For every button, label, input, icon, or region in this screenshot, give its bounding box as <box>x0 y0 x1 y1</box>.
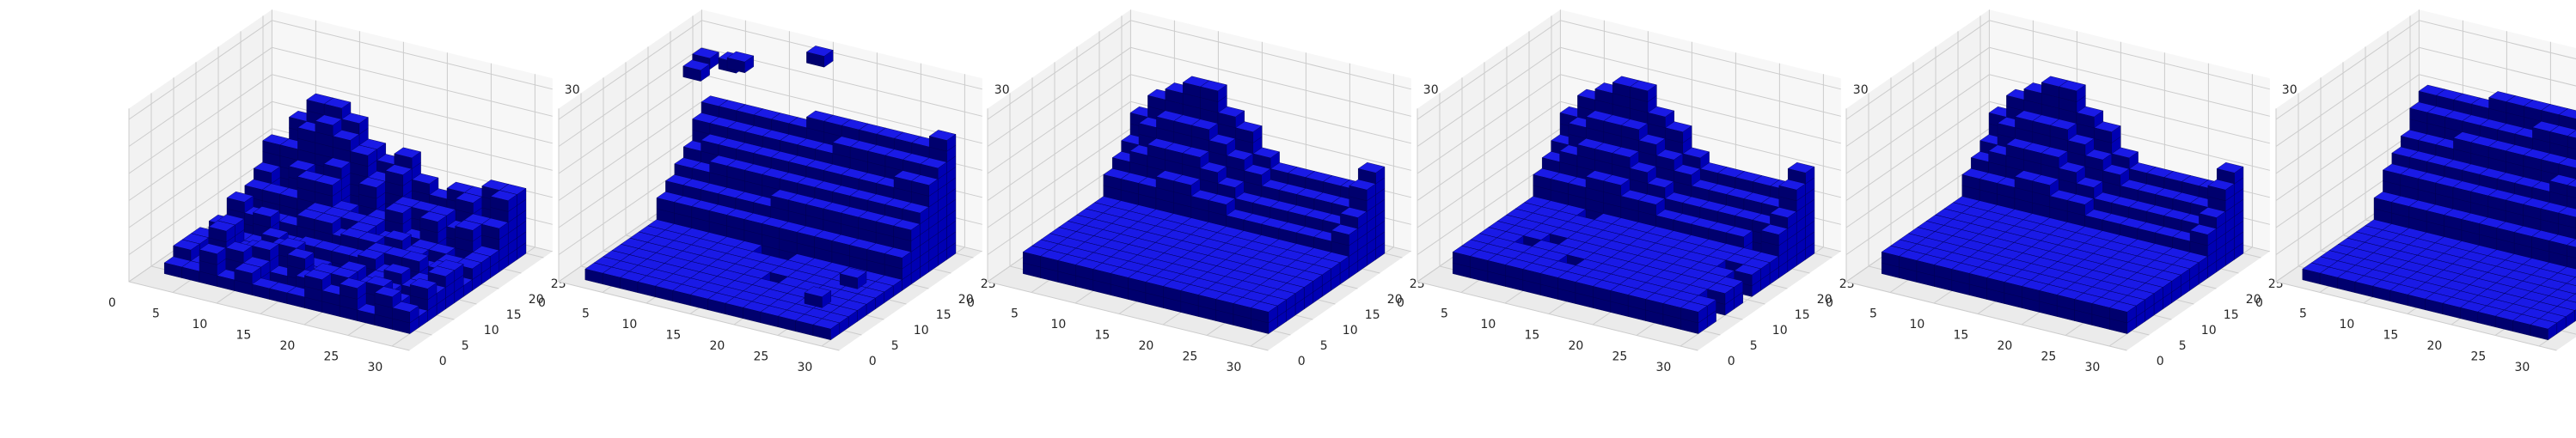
x-tick-label: 20 <box>709 339 725 353</box>
voxel <box>384 202 412 225</box>
y-tick-label: 20 <box>529 293 544 307</box>
x-tick-label: 5 <box>152 307 160 320</box>
voxel <box>341 113 369 135</box>
gridline-z <box>558 46 982 147</box>
voxel <box>226 191 254 214</box>
gridline-z <box>128 100 553 201</box>
voxel <box>374 286 401 308</box>
voxel <box>410 278 437 301</box>
voxel <box>315 114 342 137</box>
z-tick-label: 30 <box>565 83 580 97</box>
pane-left <box>129 9 272 282</box>
voxel <box>199 243 226 265</box>
voxel <box>287 248 315 271</box>
x-tick-label: 15 <box>236 328 251 342</box>
voxel-side-face <box>823 50 833 68</box>
voxel <box>252 240 279 262</box>
voxel-side-face <box>472 224 482 242</box>
voxel <box>805 46 833 68</box>
x-tick-label: 5 <box>581 307 589 320</box>
voxel <box>340 277 367 300</box>
x-tick-label: 0 <box>537 296 545 310</box>
voxel <box>324 97 352 120</box>
voxel-side-face <box>473 196 482 215</box>
x-tick-label: 25 <box>753 350 768 363</box>
gridline-z <box>558 20 982 120</box>
voxel <box>358 248 385 271</box>
voxel-group <box>584 46 956 340</box>
gridline-z <box>128 20 553 120</box>
x-tick-label: 30 <box>797 361 812 374</box>
gridline-z <box>128 46 553 147</box>
voxel <box>315 174 342 197</box>
voxel <box>385 164 413 186</box>
voxel-side-face <box>269 244 279 262</box>
y-tick-label: 0 <box>439 355 447 368</box>
voxel <box>490 190 517 212</box>
x-tick-label: 25 <box>323 350 339 363</box>
voxel-side-face <box>499 222 509 240</box>
voxel-side-face <box>217 247 226 265</box>
voxel-side-face <box>402 168 413 186</box>
voxel <box>358 177 386 199</box>
voxel <box>481 217 509 240</box>
voxel-side-face <box>358 117 369 135</box>
voxel-side-face <box>445 270 455 288</box>
voxel-side-face <box>427 283 437 301</box>
voxel-side-face <box>226 224 236 242</box>
pane-left <box>558 9 701 282</box>
voxel <box>455 220 482 242</box>
voxel <box>225 241 253 264</box>
x-tick-label: 20 <box>279 339 295 353</box>
x-tick-label: 30 <box>367 361 382 374</box>
voxel-side-face <box>332 179 342 197</box>
x-tick-label: 10 <box>621 318 637 332</box>
voxel <box>383 263 411 285</box>
voxel <box>412 173 439 196</box>
voxel-side-face <box>271 166 281 185</box>
voxel-side-face <box>402 206 412 225</box>
voxel-side-face <box>472 262 482 280</box>
voxel <box>419 210 447 234</box>
voxel-side-face <box>419 255 429 273</box>
voxel-group <box>163 93 527 334</box>
voxel-side-face <box>357 282 367 300</box>
voxel-side-face <box>376 181 386 199</box>
voxel <box>394 147 421 169</box>
voxel-side-face <box>270 210 280 228</box>
y-tick-label: 5 <box>462 339 469 353</box>
voxel <box>323 157 351 179</box>
voxel-side-face <box>412 151 421 169</box>
gridline-z <box>128 74 553 174</box>
voxel-side-face <box>304 252 315 271</box>
voxel-side-face <box>508 194 517 212</box>
voxel <box>333 130 360 152</box>
voxel-side-face <box>367 149 377 167</box>
voxel <box>304 269 332 291</box>
x-tick-label: 15 <box>665 328 681 342</box>
voxel <box>208 220 236 242</box>
voxel <box>234 263 261 285</box>
voxel <box>392 301 419 324</box>
gridline-z <box>128 128 553 228</box>
x-tick-label: 10 <box>192 318 207 332</box>
voxel-side-face <box>409 306 419 324</box>
voxel <box>254 161 281 185</box>
voxel <box>455 192 482 215</box>
x-tick-label: 0 <box>108 296 116 310</box>
voxel <box>253 206 280 228</box>
voxel <box>350 144 377 167</box>
voxel-side-face <box>341 161 351 179</box>
voxel-side-face <box>437 215 447 234</box>
y-tick-label: 10 <box>484 324 499 338</box>
y-tick-label: 15 <box>506 308 522 322</box>
